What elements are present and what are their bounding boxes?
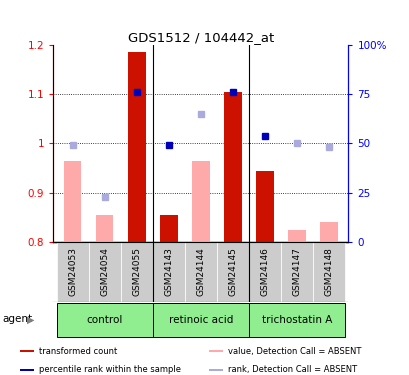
Bar [88,242,120,302]
Bar [56,242,88,302]
Text: rank, Detection Call = ABSENT: rank, Detection Call = ABSENT [227,365,356,374]
Title: GDS1512 / 104442_at: GDS1512 / 104442_at [128,31,273,44]
Text: control: control [86,315,123,325]
Bar [56,303,153,337]
Text: GSM24144: GSM24144 [196,248,205,296]
Text: value, Detection Call = ABSENT: value, Detection Call = ABSENT [227,346,360,355]
Text: GSM24147: GSM24147 [292,248,301,296]
Bar [209,369,222,371]
Bar [120,242,153,302]
Bar [191,160,209,242]
Bar [160,215,177,242]
Text: GSM24145: GSM24145 [228,248,237,296]
Bar [288,230,305,242]
Bar [248,242,281,302]
Text: GSM24146: GSM24146 [260,248,269,296]
Bar [209,350,222,352]
Text: GSM24143: GSM24143 [164,248,173,296]
Bar [184,242,216,302]
Bar [281,242,312,302]
Bar [96,215,113,242]
Bar [216,242,248,302]
Text: percentile rank within the sample: percentile rank within the sample [39,365,180,374]
Bar [153,303,248,337]
Bar [20,350,34,352]
Bar [63,160,81,242]
Text: retinoic acid: retinoic acid [168,315,233,325]
Bar [320,222,337,242]
Bar [224,92,241,242]
Bar [153,242,184,302]
Text: GSM24055: GSM24055 [132,248,141,296]
Text: transformed count: transformed count [39,346,117,355]
Text: GSM24054: GSM24054 [100,248,109,296]
Bar [20,369,34,371]
Bar [312,242,344,302]
Text: GSM24053: GSM24053 [68,248,77,296]
Text: ▶: ▶ [27,315,34,324]
Bar [128,53,145,242]
Bar [256,171,273,242]
Bar [248,303,344,337]
Text: GSM24148: GSM24148 [324,248,333,296]
Text: agent: agent [2,315,32,324]
Text: trichostatin A: trichostatin A [261,315,332,325]
